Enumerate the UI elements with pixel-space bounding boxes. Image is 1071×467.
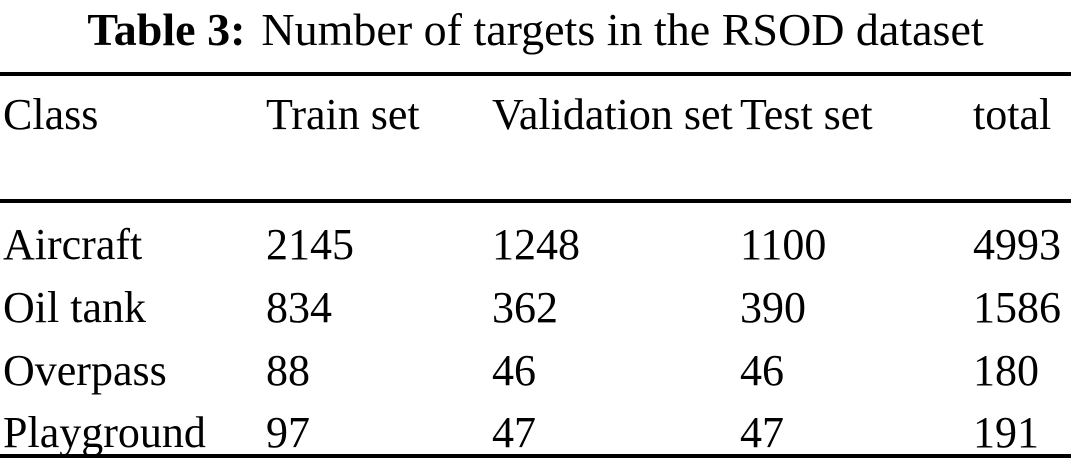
cell-validation-value: 47 <box>492 408 536 458</box>
row-label: Playground <box>3 408 206 458</box>
header-cell-class: Class <box>3 90 99 139</box>
cell-train-value: 834 <box>266 282 332 332</box>
cell-validation-value: 46 <box>492 345 536 395</box>
cell-total-value: 1586 <box>973 282 1061 332</box>
row-label: Oil tank <box>3 282 146 332</box>
table-bottom-rule <box>0 454 1071 458</box>
table-body: Aircraft 2145 1248 1100 4993 Oil tank 83… <box>0 203 1071 457</box>
cell-total-value: 180 <box>973 345 1039 395</box>
header-cell-total: total <box>973 90 1052 139</box>
table-row: Oil tank 834 362 390 1586 <box>0 266 1071 332</box>
table-row: Overpass 88 46 46 180 <box>0 329 1071 395</box>
table-row: Playground 97 47 47 191 <box>0 391 1071 457</box>
table-top-rule <box>0 72 1071 76</box>
row-label: Overpass <box>3 345 167 395</box>
header-cell-train-set: Train set <box>266 90 420 139</box>
table-header-row: Class Train set Validation set Test set … <box>0 76 1071 199</box>
table-header-rule <box>0 199 1071 203</box>
table-caption: Table 3: Number of targets in the RSOD da… <box>0 2 1071 58</box>
cell-test-value: 1100 <box>740 220 827 269</box>
cell-total-value: 4993 <box>973 220 1061 269</box>
table-row: Aircraft 2145 1248 1100 4993 <box>0 203 1071 269</box>
cell-train-value: 88 <box>266 345 310 395</box>
cell-train-value: 2145 <box>266 220 354 269</box>
header-cell-validation-set: Validation set <box>492 90 733 139</box>
cell-test-value: 390 <box>740 282 806 332</box>
table-caption-label: Table 3: <box>87 4 246 55</box>
data-table: Class Train set Validation set Test set … <box>0 72 1071 458</box>
cell-total-value: 191 <box>973 408 1039 458</box>
cell-train-value: 97 <box>266 408 310 458</box>
cell-validation-value: 1248 <box>492 220 580 269</box>
header-cell-test-set: Test set <box>740 90 873 139</box>
cell-test-value: 46 <box>740 345 784 395</box>
row-label: Aircraft <box>3 220 143 269</box>
cell-validation-value: 362 <box>492 282 558 332</box>
cell-test-value: 47 <box>740 408 784 458</box>
table-caption-text: Number of targets in the RSOD dataset <box>261 4 984 55</box>
